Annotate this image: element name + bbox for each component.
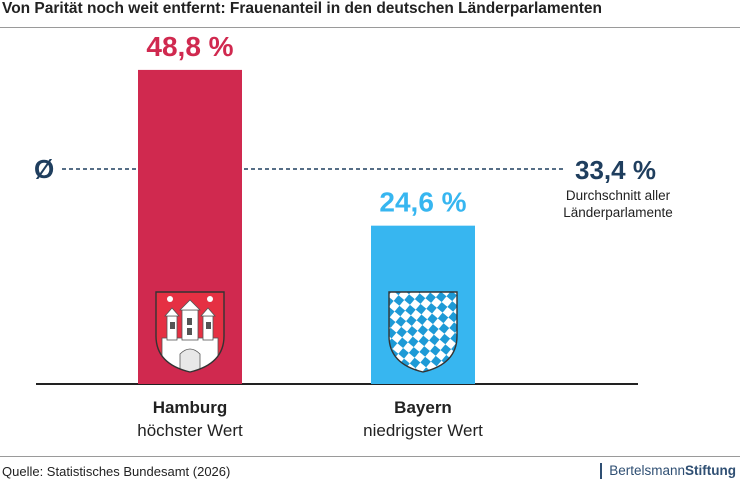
star-icon — [207, 296, 213, 302]
bavaria-coat-of-arms-icon — [388, 291, 458, 373]
average-value-label: 33,4 % — [575, 155, 656, 185]
category-label: Bayern — [394, 398, 452, 417]
brand-name-part: Stiftung — [685, 463, 736, 478]
tower-roof — [179, 299, 201, 311]
category-sublabel: niedrigster Wert — [363, 421, 483, 440]
castle-window — [187, 318, 192, 325]
category-label: Hamburg — [153, 398, 228, 417]
bar-value-label: 48,8 % — [146, 31, 233, 62]
brand-name-part: Bertelsmann — [609, 463, 686, 478]
shield-outline — [155, 291, 225, 373]
category-sublabel: höchster Wert — [137, 421, 243, 440]
bar-value-label: 24,6 % — [379, 187, 466, 218]
shield-shape — [389, 292, 457, 372]
average-symbol: Ø — [34, 154, 54, 184]
castle-window — [206, 322, 211, 329]
top-divider — [0, 27, 740, 28]
tower-roof — [200, 307, 216, 317]
castle-window — [170, 322, 175, 329]
average-caption: Länderparlamente — [563, 205, 673, 220]
chart-title: Von Parität noch weit entfernt: Frauenan… — [2, 0, 602, 17]
star-icon — [167, 296, 173, 302]
bottom-divider — [0, 456, 740, 457]
average-caption: Durchschnitt aller — [566, 188, 671, 203]
chart-canvas: Ø 33,4 % Durchschnitt aller Länderparlam… — [34, 31, 673, 440]
shield-outline — [388, 291, 458, 373]
tower-roof — [164, 307, 180, 317]
castle-window — [187, 328, 192, 335]
brand-logo: BertelsmannStiftung — [600, 463, 736, 479]
source-note: Quelle: Statistisches Bundesamt (2026) — [2, 464, 231, 479]
